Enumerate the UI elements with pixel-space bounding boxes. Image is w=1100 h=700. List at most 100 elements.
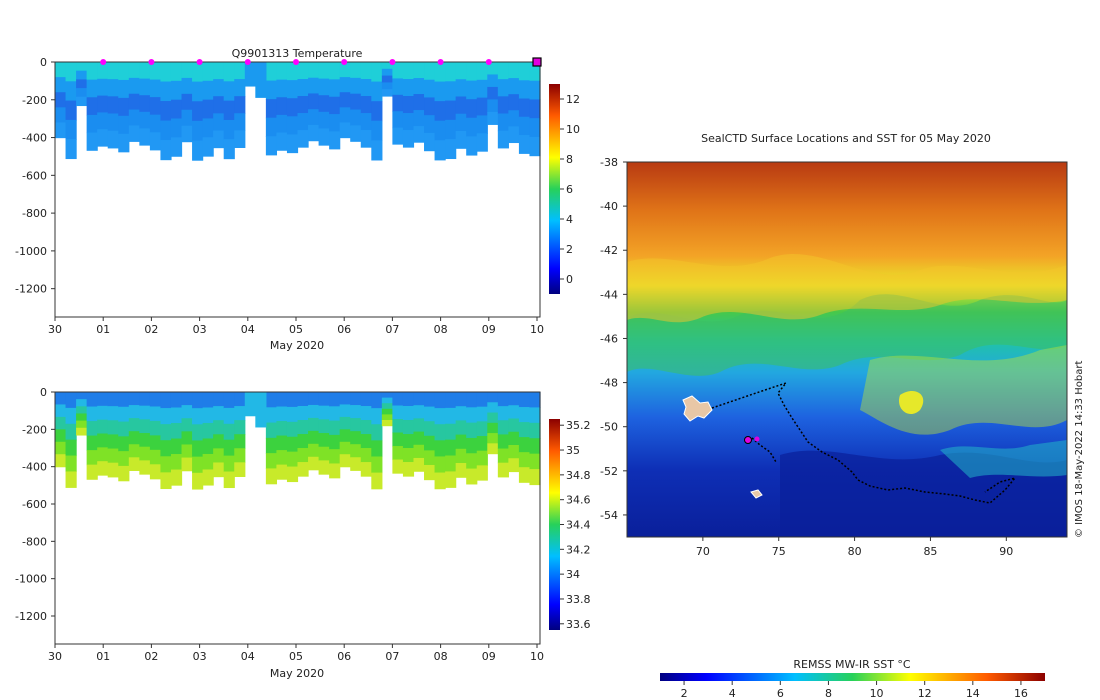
profile-cell <box>371 120 383 141</box>
profile-cell <box>392 405 404 420</box>
profile-cell <box>350 109 362 126</box>
profile-cell <box>181 392 193 406</box>
profile-cell <box>223 119 235 140</box>
profile-cell <box>455 392 467 407</box>
x-tick-label: 07 <box>385 650 399 663</box>
profile-cell <box>160 81 172 102</box>
y-tick-label: -1200 <box>15 610 47 623</box>
profile-cell <box>149 464 162 480</box>
profile-cell <box>487 412 499 424</box>
colorbar-tick-label: 34.8 <box>566 469 591 482</box>
profile-cell <box>466 392 478 408</box>
profile-cell <box>413 418 425 433</box>
profile-cell <box>434 120 446 141</box>
profile-cell <box>297 448 309 463</box>
profile-cell <box>350 125 362 142</box>
profile-cell <box>202 453 214 471</box>
lat-tick-label: -44 <box>600 288 618 301</box>
profile-cell <box>170 137 183 157</box>
profile-cell <box>308 62 320 79</box>
temperature-section-plot <box>55 62 541 161</box>
profile-cell <box>466 453 478 470</box>
profile-cell <box>434 472 446 490</box>
profile-cell <box>76 88 88 98</box>
profile-cell <box>360 448 372 463</box>
profile-cell <box>265 407 278 424</box>
profile-cell <box>424 115 436 134</box>
profile-cell <box>170 407 183 424</box>
colorbar-tick-label: 33.6 <box>566 618 591 631</box>
profile-cell <box>392 94 404 112</box>
profile-cell <box>402 420 415 435</box>
temperature-panel: Q9901313 Temperature 0 -200 -400 -600 -800 -1… <box>15 47 580 352</box>
profile-cell <box>86 97 98 116</box>
profile-cell <box>529 407 541 424</box>
profile-cell <box>65 100 77 121</box>
profile-cell <box>86 79 98 98</box>
profile-cell <box>128 93 140 111</box>
profile-marker <box>100 59 107 65</box>
profile-cell <box>118 436 130 452</box>
profile-cell <box>234 130 246 148</box>
profile-cell <box>350 405 362 419</box>
profile-cell <box>128 125 140 142</box>
profile-cell <box>318 78 330 96</box>
profile-cell <box>139 460 151 475</box>
profile-cell <box>297 96 309 114</box>
profile-cell <box>192 101 204 122</box>
profile-cell <box>424 406 436 422</box>
profile-cell <box>181 457 193 472</box>
profile-cell <box>139 433 151 448</box>
sst-colorbar-tick-label: 2 <box>681 687 688 700</box>
sst-colorbar-tick-label: 8 <box>825 687 832 700</box>
profile-cell <box>371 392 383 409</box>
profile-cell <box>339 454 351 468</box>
profile-cell <box>76 70 88 80</box>
profile-cell <box>76 427 88 436</box>
lat-tick-label: -48 <box>600 377 618 390</box>
profile-cell <box>149 420 162 436</box>
profile-cell <box>487 99 499 113</box>
salinity-y-axis: 0 -200 -400 -600 -800 -1000 -1200 <box>15 386 55 623</box>
profile-cell <box>350 431 362 445</box>
profile-cell <box>350 77 362 95</box>
profile-cell <box>265 453 278 470</box>
profile-cell <box>360 130 372 148</box>
colorbar-tick-label: 12 <box>566 93 580 106</box>
profile-cell <box>86 464 98 480</box>
profile-cell <box>350 457 362 471</box>
salinity-colorbar <box>549 419 560 630</box>
profile-cell <box>308 77 320 95</box>
x-tick-label: 09 <box>482 323 496 336</box>
profile-cell <box>318 128 330 146</box>
profile-cell <box>65 439 77 457</box>
profile-cell <box>118 97 130 117</box>
profile-cell <box>466 437 478 454</box>
profile-cell <box>297 62 309 80</box>
profile-cell <box>202 469 214 486</box>
profile-cell <box>65 139 77 160</box>
profile-cell <box>107 448 119 464</box>
lat-tick-label: -54 <box>600 509 618 522</box>
profile-cell <box>55 441 67 455</box>
profile-cell <box>160 424 172 441</box>
profile-cell <box>497 434 509 450</box>
profile-cell <box>529 118 541 138</box>
profile-cell <box>118 421 130 437</box>
profile-cell <box>160 456 172 473</box>
profile-cell <box>371 81 383 102</box>
profile-cell <box>213 392 225 407</box>
profile-cell <box>55 454 67 468</box>
profile-cell <box>381 397 393 404</box>
profile-cell <box>139 419 151 434</box>
temperature-x-axis: 30 01 02 03 04 05 06 07 08 09 10 <box>48 317 544 336</box>
profile-cell <box>286 134 299 154</box>
x-tick-label: 08 <box>434 650 448 663</box>
x-tick-label: 05 <box>289 323 303 336</box>
sst-colorbar-tick-label: 12 <box>918 687 932 700</box>
profile-cell <box>329 62 341 80</box>
profile-cell <box>139 62 151 80</box>
profile-cell <box>128 431 140 445</box>
lat-tick-label: -50 <box>600 421 618 434</box>
profile-cell <box>434 101 446 122</box>
